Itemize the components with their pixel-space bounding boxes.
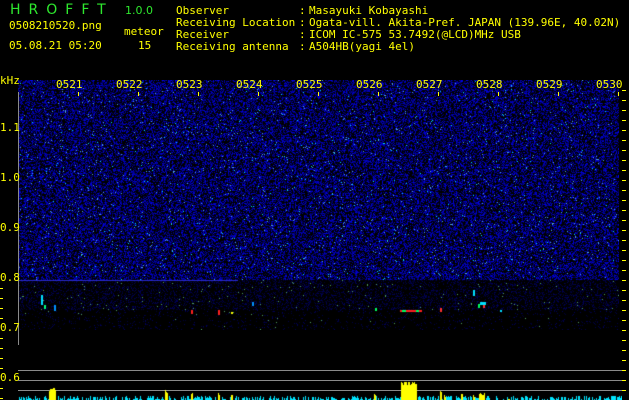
x-tick-label: 0522 (116, 78, 143, 91)
info-value-antenna: A504HB(yagi 4el) (309, 40, 415, 53)
info-sep: : (299, 4, 306, 17)
right-tick (622, 170, 626, 171)
right-tick (622, 200, 626, 201)
info-value-receiver: ICOM IC-575 53.7492(@LCD)MHz USB (309, 28, 521, 41)
info-value-observer: Masayuki Kobayashi (309, 4, 429, 17)
info-value-location: Ogata-vill. Akita-Pref. JAPAN (139.96E, … (309, 16, 621, 29)
right-tick (622, 350, 626, 351)
info-label-location: Receiving Location (176, 16, 296, 29)
right-tick (622, 310, 626, 311)
info-label-observer: Observer (176, 4, 229, 17)
info-sep: : (299, 28, 306, 41)
x-tick (618, 92, 619, 96)
x-tick-label: 0529 (536, 78, 563, 91)
right-tick (622, 130, 626, 131)
right-tick (622, 220, 626, 221)
right-tick (622, 390, 626, 391)
y-minor-tick (0, 338, 3, 339)
y-minor-tick (0, 358, 3, 359)
x-tick (258, 92, 259, 96)
y-minor-tick (0, 318, 3, 319)
y-tick-label: 0.8 (0, 271, 20, 284)
right-tick (622, 140, 626, 141)
y-unit-label: kHz (0, 74, 20, 87)
info-label-antenna: Receiving antenna (176, 40, 289, 53)
right-tick (622, 230, 626, 231)
right-tick (622, 190, 626, 191)
right-tick (622, 330, 626, 331)
right-tick (622, 90, 626, 91)
right-tick (622, 370, 626, 371)
app-title: HROFFT (10, 2, 114, 18)
right-tick (622, 250, 626, 251)
spectrogram (18, 80, 619, 330)
right-tick (622, 180, 626, 181)
y-minor-tick (0, 388, 3, 389)
signal-histogram (18, 370, 622, 400)
meteor-count: 15 (138, 39, 152, 52)
right-tick (622, 280, 626, 281)
x-tick (78, 92, 79, 96)
x-tick-label: 0524 (236, 78, 263, 91)
y-tick-label: 0.6 (0, 371, 20, 384)
right-tick (622, 210, 626, 211)
app-version: 1.0.0 (125, 4, 153, 17)
x-tick-label: 0530 (596, 78, 623, 91)
file-datetime: 05.08.21 05:20 (9, 39, 102, 52)
right-tick (622, 360, 626, 361)
x-tick (198, 92, 199, 96)
right-tick (622, 380, 626, 381)
x-tick-label: 0528 (476, 78, 503, 91)
x-tick-label: 0521 (56, 78, 83, 91)
y-tick-label: 0.9 (0, 221, 20, 234)
left-axis-line (18, 92, 19, 345)
x-tick (438, 92, 439, 96)
y-tick-label: 1.1 (0, 121, 20, 134)
right-tick (622, 260, 626, 261)
right-tick (622, 290, 626, 291)
file-name: 0508210520.png (9, 19, 102, 32)
meteor-label: meteor (124, 25, 164, 38)
y-minor-tick (0, 298, 3, 299)
x-tick-label: 0526 (356, 78, 383, 91)
x-tick (138, 92, 139, 96)
x-tick-label: 0525 (296, 78, 323, 91)
right-tick (622, 120, 626, 121)
y-minor-tick (0, 368, 3, 369)
y-minor-tick (0, 348, 3, 349)
x-tick-label: 0527 (416, 78, 443, 91)
right-tick (622, 160, 626, 161)
right-tick (622, 300, 626, 301)
right-tick (622, 150, 626, 151)
info-sep: : (299, 16, 306, 29)
right-tick (622, 110, 626, 111)
y-tick-label: 0.7 (0, 321, 20, 334)
right-tick (622, 320, 626, 321)
right-tick (622, 240, 626, 241)
x-tick (558, 92, 559, 96)
x-tick-label: 0523 (176, 78, 203, 91)
right-tick (622, 340, 626, 341)
x-tick (498, 92, 499, 96)
info-sep: : (299, 40, 306, 53)
y-tick-label: 1.0 (0, 171, 20, 184)
right-tick (622, 100, 626, 101)
y-minor-tick (0, 398, 3, 399)
y-minor-tick (0, 288, 3, 289)
right-tick (622, 270, 626, 271)
x-tick (378, 92, 379, 96)
info-label-receiver: Receiver (176, 28, 229, 41)
y-minor-tick (0, 308, 3, 309)
x-tick (318, 92, 319, 96)
